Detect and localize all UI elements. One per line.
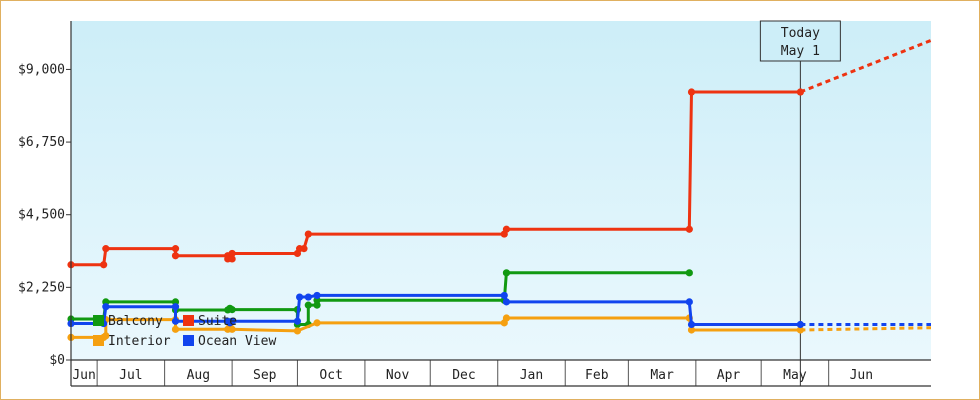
data-point	[102, 332, 110, 340]
today-date: May 1	[781, 44, 820, 59]
data-point	[685, 298, 693, 306]
legend-label: Suite	[198, 314, 237, 329]
x-tick-label: Jul	[119, 368, 142, 383]
data-point	[171, 252, 180, 260]
data-point	[502, 314, 511, 322]
y-tick-label: $2,250	[18, 280, 65, 295]
data-point	[796, 88, 804, 96]
data-point	[171, 317, 180, 325]
data-point	[687, 326, 696, 334]
data-point	[685, 269, 693, 277]
data-point	[304, 230, 312, 238]
y-tick-label: $6,750	[18, 135, 65, 150]
data-point	[100, 261, 108, 269]
data-point	[171, 245, 180, 253]
data-point	[300, 245, 308, 253]
x-tick-label: Oct	[319, 368, 342, 383]
x-tick-label: Jun	[850, 368, 873, 383]
x-tick-label: May	[783, 368, 807, 383]
x-tick-label: Sep	[253, 368, 277, 383]
data-point	[228, 306, 236, 314]
data-point	[796, 326, 804, 334]
data-point	[502, 298, 511, 306]
data-point	[313, 319, 321, 327]
today-label: Today	[781, 26, 820, 41]
legend-item: Balcony	[93, 314, 163, 329]
legend-swatch	[183, 315, 194, 326]
data-point	[171, 325, 180, 333]
y-tick-label: $0	[49, 353, 65, 368]
legend-swatch	[93, 335, 104, 346]
series-suite	[67, 39, 932, 269]
data-point	[502, 269, 511, 277]
data-point	[500, 291, 508, 300]
series-line	[71, 90, 801, 267]
legend-label: Ocean View	[198, 334, 276, 349]
data-point	[228, 255, 236, 263]
data-point	[687, 88, 696, 96]
y-tick-label: $9,000	[18, 62, 65, 77]
data-point	[228, 325, 236, 333]
data-point	[228, 249, 236, 258]
x-tick-label: Apr	[717, 368, 741, 383]
data-point	[102, 245, 110, 253]
legend-label: Interior	[108, 334, 171, 349]
data-point	[304, 293, 312, 301]
legend-item: Ocean View	[183, 334, 276, 349]
data-point	[171, 303, 180, 311]
data-point	[796, 320, 804, 329]
legend-label: Balcony	[108, 314, 163, 329]
x-tick-label: Aug	[187, 368, 210, 383]
x-tick-label: Mar	[650, 368, 674, 383]
x-tick-label: Jan	[520, 368, 543, 383]
x-tick-label: Dec	[452, 368, 475, 383]
legend-swatch	[93, 315, 104, 326]
data-point	[304, 301, 312, 309]
data-point	[102, 303, 110, 311]
data-point	[296, 293, 304, 301]
series-projection	[800, 326, 932, 332]
data-point	[293, 327, 302, 335]
x-tick-label: Feb	[585, 368, 609, 383]
x-tick-label: Jun	[72, 368, 95, 383]
legend-swatch	[183, 335, 194, 346]
data-point	[313, 291, 321, 300]
data-point	[685, 225, 693, 233]
data-point	[293, 317, 302, 325]
legend-item: Suite	[183, 314, 237, 329]
data-point	[687, 320, 696, 329]
data-point	[228, 317, 236, 325]
x-tick-label: Nov	[386, 368, 410, 383]
y-tick-label: $4,500	[18, 208, 65, 223]
legend-item: Interior	[93, 334, 171, 349]
plot-area	[71, 21, 931, 360]
series-projection	[799, 39, 932, 94]
today-callout	[759, 20, 841, 62]
data-point	[502, 225, 511, 233]
